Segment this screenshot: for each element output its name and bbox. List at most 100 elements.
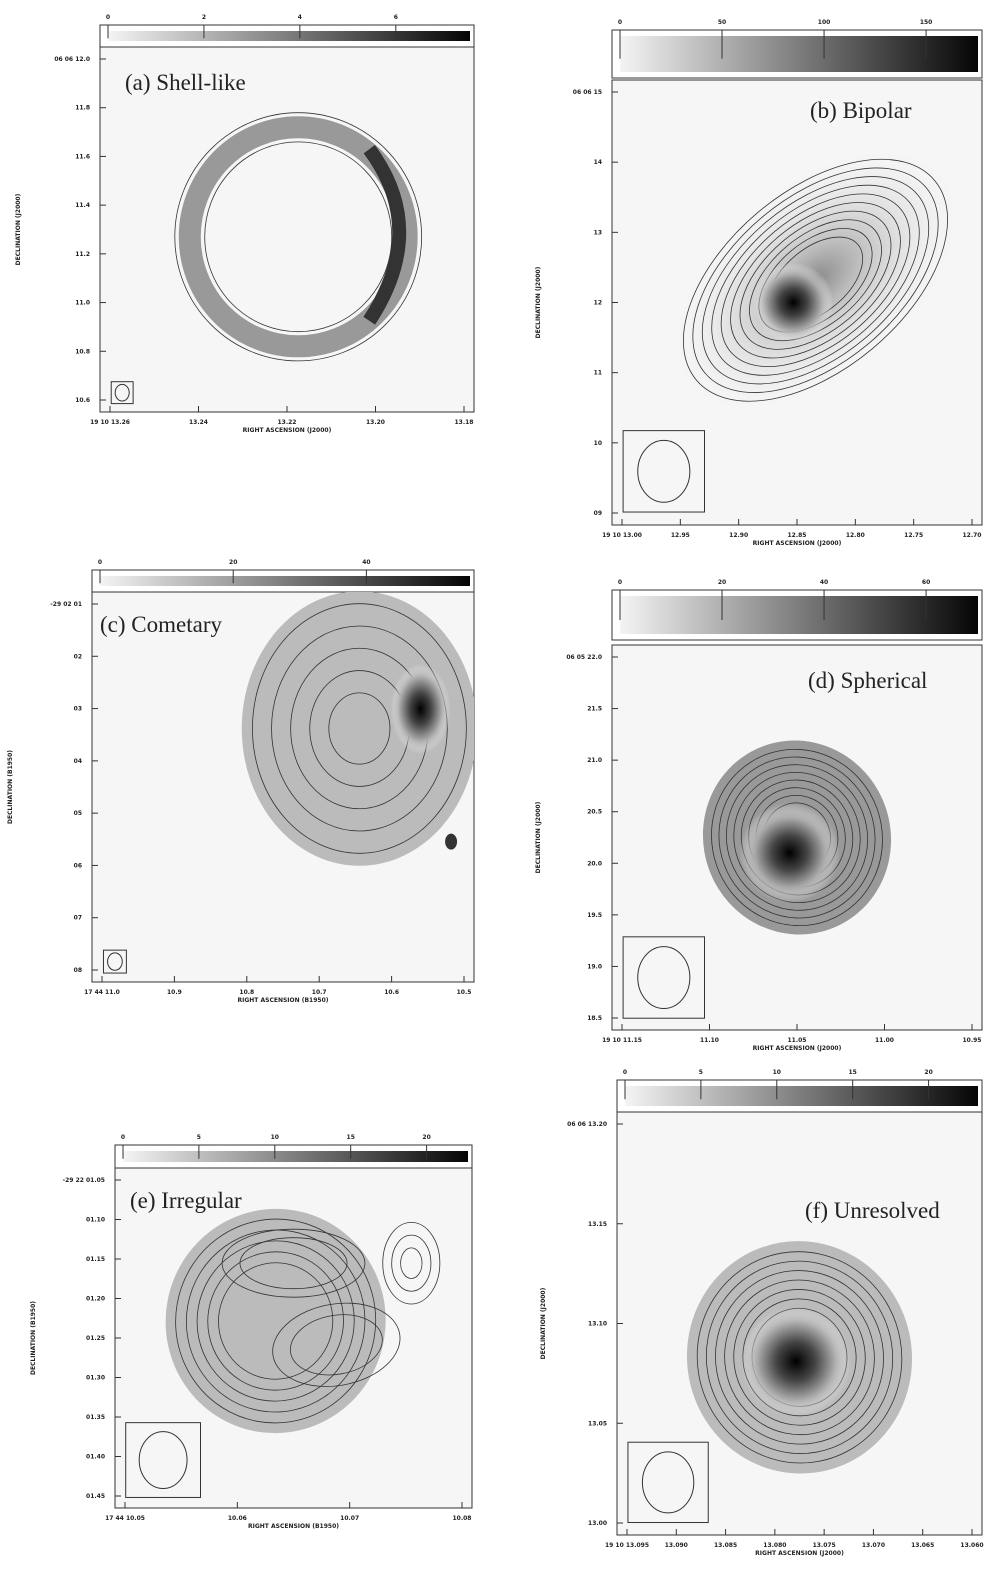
colorbar-tick-label: 20 <box>924 1069 932 1076</box>
beam-box <box>622 936 705 1019</box>
contour <box>701 176 930 385</box>
contour <box>692 167 939 393</box>
colorbar-tick-label: 0 <box>618 579 622 586</box>
y-tick-label: 01.20 <box>86 1296 105 1303</box>
panel: 0 5 10 15 20 (f) Unresolved 06 06 13.20 13.15 13… <box>540 1069 984 1557</box>
image-content <box>174 112 423 362</box>
y-tick-label: 10.6 <box>75 397 90 404</box>
colorbar-ramp <box>123 1151 468 1162</box>
y-tick-label: 01.35 <box>86 1414 105 1421</box>
colorbar-ramp <box>108 31 470 41</box>
colorbar-tick-label: 150 <box>920 19 933 26</box>
y-tick-label: 12 <box>594 300 602 307</box>
contour <box>725 764 869 911</box>
colorbar-ramp <box>620 36 978 72</box>
colorbar-tick-label: 20 <box>422 1134 430 1141</box>
colorbar-tick-label: 100 <box>818 19 831 26</box>
contour <box>705 1260 894 1454</box>
y-tick-label: 18.5 <box>587 1015 602 1022</box>
beam-box <box>622 430 705 513</box>
colorbar-tick-label: 4 <box>298 14 302 21</box>
y-tick-label: 07 <box>74 915 82 922</box>
x-tick-label: 13.065 <box>911 1542 934 1549</box>
y-tick-label: 19.5 <box>587 912 602 919</box>
contour <box>720 193 911 368</box>
beam <box>114 383 130 402</box>
y-tick-label: 21.5 <box>587 706 602 713</box>
y-axis-label: DECLINATION (B1950) <box>30 1301 37 1375</box>
panel: 0 20 40 60 (d) Spherical 06 05 22.0 21.5 21.0 20… <box>535 579 983 1052</box>
y-tick-label: 05 <box>74 810 82 817</box>
colorbar-tick-label: 60 <box>922 579 930 586</box>
contour <box>174 112 423 362</box>
y-tick-label: 13.00 <box>588 1520 607 1527</box>
x-tick-label: 12.85 <box>788 532 807 539</box>
image-content <box>670 147 961 414</box>
x-tick-label: 13.20 <box>366 419 385 426</box>
x-tick-label: 12.70 <box>963 532 982 539</box>
colorbar-tick-label: 15 <box>849 1069 857 1076</box>
x-axis-label: RIGHT ASCENSION (J2000) <box>753 540 842 547</box>
y-tick-label: 21.0 <box>587 757 602 764</box>
contour <box>715 1270 884 1445</box>
y-tick-label: 11.0 <box>75 300 90 307</box>
x-axis-label: RIGHT ASCENSION (B1950) <box>248 1523 339 1530</box>
contour <box>175 1218 377 1424</box>
panel-label: (d) Spherical <box>808 668 927 693</box>
contour <box>391 1234 432 1292</box>
beam <box>107 952 123 971</box>
knot <box>445 833 458 850</box>
colorbar-tick-label: 0 <box>618 19 622 26</box>
x-tick-label: 13.090 <box>665 1542 688 1549</box>
image-frame <box>99 46 475 413</box>
core <box>753 262 834 343</box>
colorbar-tick-label: 20 <box>229 559 237 566</box>
x-tick-label: 12.90 <box>729 532 748 539</box>
x-tick-label: 19 10 11.15 <box>602 1037 642 1044</box>
colorbar-tick-label: 50 <box>718 19 726 26</box>
panel-label: (c) Cometary <box>100 612 222 637</box>
colorbar-tick-label: 40 <box>362 559 370 566</box>
colorbar-tick-label: 6 <box>394 14 398 21</box>
contour <box>711 748 883 927</box>
x-tick-label: 19 10 13.00 <box>602 532 642 539</box>
beam-box <box>102 949 127 974</box>
x-tick-label: 13.18 <box>455 419 474 426</box>
x-tick-label: 10.95 <box>963 1037 982 1044</box>
colorbar-tick-label: 10 <box>773 1069 781 1076</box>
y-tick-label: 01.10 <box>86 1217 105 1224</box>
shell-bright <box>363 145 407 325</box>
x-tick-label: 19 10 13.095 <box>605 1542 649 1549</box>
y-tick-label: 10.8 <box>75 348 90 355</box>
contour <box>400 1247 423 1279</box>
panel: 0 20 40 (c) Cometary -29 02 01 02 03 04 05 06 07 08… <box>7 559 475 1004</box>
contour <box>196 1240 355 1402</box>
y-tick-label: 11.8 <box>75 105 90 112</box>
colorbar-ramp <box>620 596 978 634</box>
contour <box>733 1289 866 1426</box>
y-tick-label: 20.0 <box>587 860 602 867</box>
beam <box>637 946 691 1009</box>
contour <box>218 1262 334 1380</box>
emission <box>165 1208 386 1434</box>
y-tick-label: 14 <box>594 159 602 166</box>
colorbar-tick-label: 2 <box>202 14 206 21</box>
x-tick-label: 11.05 <box>788 1037 807 1044</box>
y-tick-label: 08 <box>74 967 82 974</box>
x-tick-label: 10.08 <box>453 1515 472 1522</box>
colorbar-ramp <box>100 576 470 586</box>
panel-label: (f) Unresolved <box>805 1198 940 1223</box>
contour <box>683 158 948 402</box>
y-tick-label: 06 06 13.20 <box>567 1121 607 1128</box>
y-tick-label: 20.5 <box>587 809 602 816</box>
x-axis-label: RIGHT ASCENSION (J2000) <box>753 1045 842 1052</box>
y-tick-label: 11.4 <box>75 202 90 209</box>
beam-box <box>627 1441 709 1524</box>
y-tick-label: 19.0 <box>587 963 602 970</box>
contour <box>733 771 861 904</box>
beam-box <box>110 381 134 405</box>
y-tick-label: -29 02 01 <box>50 601 82 608</box>
x-axis-label: RIGHT ASCENSION (J2000) <box>755 1550 844 1557</box>
colorbar-tick-label: 10 <box>271 1134 279 1141</box>
